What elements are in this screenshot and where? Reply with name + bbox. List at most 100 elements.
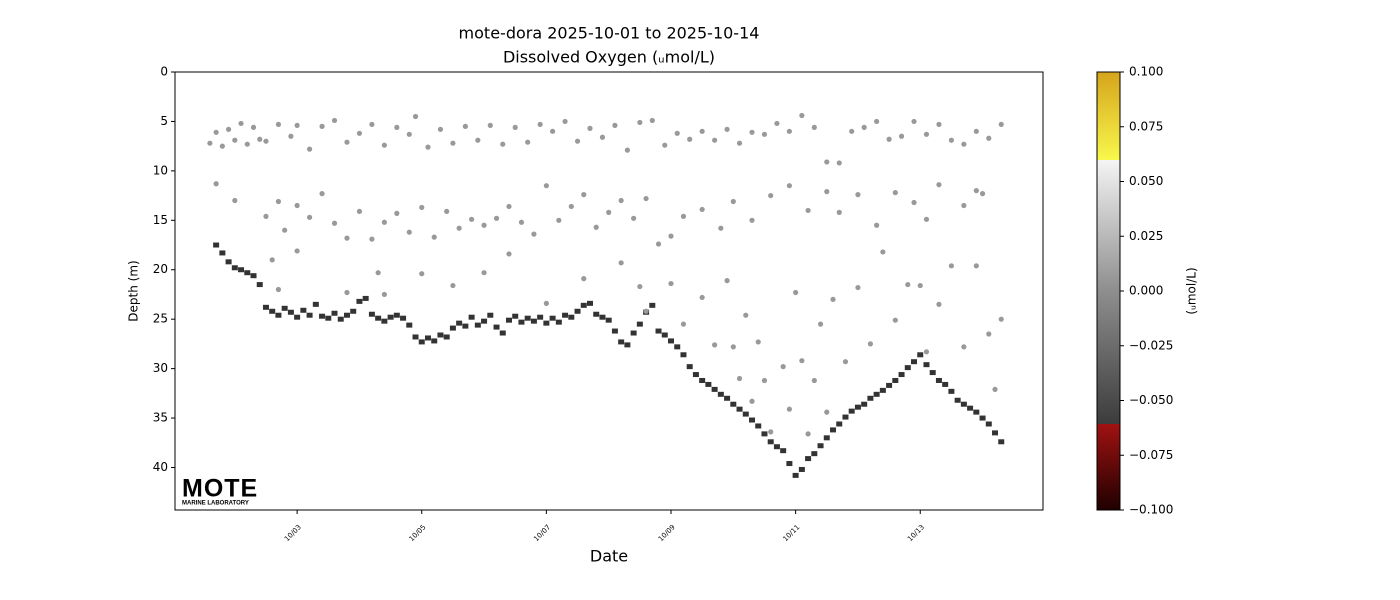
trace-point — [655, 328, 662, 334]
data-point — [668, 280, 674, 287]
data-point — [543, 183, 549, 189]
trace-point — [238, 267, 245, 273]
data-point — [381, 291, 387, 298]
data-point — [768, 192, 774, 199]
data-point — [419, 271, 425, 277]
data-point — [961, 344, 967, 350]
trace-point — [842, 414, 849, 420]
data-point — [655, 241, 662, 247]
trace-point — [923, 362, 930, 368]
trace-point — [387, 314, 394, 320]
data-point — [444, 208, 450, 215]
data-point — [786, 183, 792, 189]
trace-point — [823, 435, 830, 441]
data-point — [799, 358, 805, 364]
data-point — [923, 131, 930, 137]
data-point — [500, 141, 506, 147]
trace-point — [948, 388, 955, 394]
data-point — [506, 251, 512, 257]
data-point — [761, 377, 768, 384]
data-point — [986, 331, 992, 337]
data-point — [637, 119, 643, 126]
colorbar-tick-label: −0.025 — [1129, 338, 1173, 352]
trace-point — [537, 314, 544, 320]
trace-point — [985, 421, 992, 427]
trace-point — [879, 387, 886, 393]
trace-point — [786, 461, 793, 467]
data-point — [761, 131, 768, 137]
trace-point — [431, 338, 438, 344]
trace-point — [568, 314, 575, 320]
data-point — [936, 182, 942, 188]
data-point — [911, 199, 917, 206]
data-point — [543, 300, 549, 306]
x-tick-label: 10/03 — [283, 523, 303, 543]
data-point — [948, 263, 955, 269]
data-point — [786, 406, 792, 412]
trace-point — [873, 391, 880, 397]
data-point — [805, 431, 811, 437]
trace-point — [960, 401, 967, 407]
trace-point — [929, 370, 936, 376]
data-point — [830, 296, 836, 303]
trace-point — [892, 377, 899, 383]
trace-point — [886, 382, 893, 388]
trace-point — [611, 328, 618, 334]
data-point — [898, 133, 905, 139]
data-point — [456, 225, 462, 231]
trace-point — [686, 364, 693, 370]
data-point — [643, 195, 649, 202]
data-point — [923, 349, 930, 355]
trace-point — [512, 313, 519, 319]
data-point — [749, 129, 755, 135]
data-point — [450, 282, 456, 289]
data-point — [874, 118, 880, 125]
data-point — [344, 139, 350, 145]
trace-point — [281, 305, 288, 311]
data-point — [431, 234, 437, 240]
data-point — [743, 312, 749, 318]
data-point — [213, 181, 219, 187]
y-tick-label: 20 — [153, 262, 168, 276]
trace-point — [780, 448, 787, 454]
data-point — [811, 124, 817, 130]
trace-point — [555, 319, 562, 325]
data-point — [306, 214, 313, 220]
data-point — [730, 344, 736, 350]
data-point — [493, 215, 500, 221]
data-point — [219, 143, 225, 149]
data-point — [824, 189, 830, 195]
data-point — [855, 284, 861, 291]
data-point — [699, 294, 705, 301]
data-point — [319, 191, 325, 197]
trace-point — [636, 321, 643, 327]
colorbar — [1096, 71, 1121, 511]
data-point — [425, 144, 431, 150]
data-point — [450, 140, 456, 146]
data-point — [618, 260, 624, 266]
trace-point — [406, 322, 413, 328]
trace-point — [219, 250, 226, 256]
data-point — [319, 123, 325, 129]
trace-point — [350, 308, 357, 314]
data-point — [369, 236, 375, 242]
trace-point — [499, 330, 506, 336]
data-point — [861, 124, 867, 130]
data-point — [849, 128, 855, 134]
data-point — [381, 219, 387, 225]
trace-point — [811, 451, 818, 457]
data-point — [724, 126, 730, 132]
trace-point — [256, 282, 263, 288]
trace-point — [381, 318, 388, 324]
trace-point — [749, 417, 756, 423]
trace-point — [618, 339, 625, 345]
trace-point — [462, 323, 469, 329]
trace-point — [424, 335, 431, 341]
colorbar-tick-label: 0.100 — [1129, 65, 1163, 79]
data-point — [269, 257, 275, 263]
chart-subtitle: Dissolved Oxygen (ᵤmol/L) — [503, 48, 715, 67]
data-point — [469, 216, 475, 222]
data-point — [668, 233, 674, 239]
data-point — [712, 342, 718, 348]
data-point — [923, 216, 930, 222]
